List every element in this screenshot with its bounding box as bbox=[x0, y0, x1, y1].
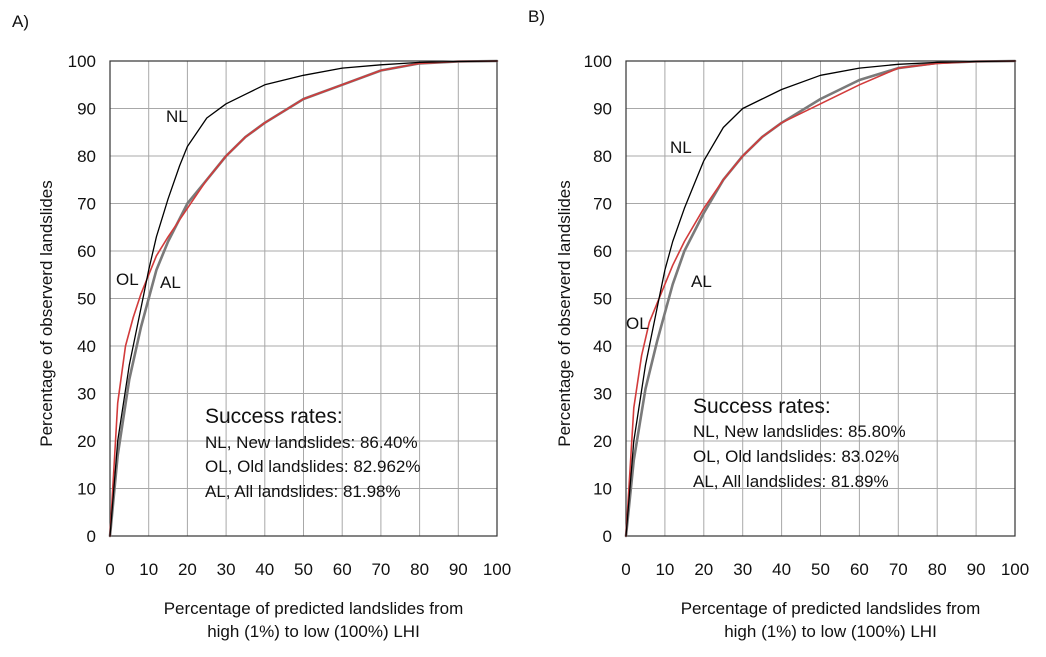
x-tick-label: 100 bbox=[1001, 560, 1029, 579]
curve-label-nl: NL bbox=[166, 107, 188, 126]
y-axis-title: Percentage of observerd landslides bbox=[37, 180, 56, 447]
y-tick-label: 30 bbox=[77, 385, 96, 404]
x-tick-label: 60 bbox=[850, 560, 869, 579]
x-tick-label: 0 bbox=[621, 560, 630, 579]
curve-label-ol: OL bbox=[626, 314, 649, 333]
y-tick-label: 0 bbox=[603, 527, 612, 546]
x-axis-title-line2: high (1%) to low (100%) LHI bbox=[724, 622, 937, 641]
y-tick-label: 90 bbox=[593, 100, 612, 119]
x-tick-label: 10 bbox=[655, 560, 674, 579]
legend-entry: AL, All landslides: 81.89% bbox=[693, 472, 889, 491]
plot-frame bbox=[109, 60, 498, 537]
curve-label-al: AL bbox=[691, 272, 712, 291]
legend-title: Success rates: bbox=[205, 405, 343, 428]
x-tick-label: 30 bbox=[733, 560, 752, 579]
curve-label-ol: OL bbox=[116, 270, 139, 289]
y-tick-label: 70 bbox=[593, 195, 612, 214]
legend-title: Success rates: bbox=[693, 395, 831, 418]
x-tick-label: 90 bbox=[967, 560, 986, 579]
y-tick-label: 50 bbox=[593, 290, 612, 309]
legend-entry: NL, New landslides: 86.40% bbox=[205, 433, 418, 452]
x-tick-label: 0 bbox=[105, 560, 114, 579]
y-tick-label: 0 bbox=[87, 527, 96, 546]
y-tick-label: 20 bbox=[77, 432, 96, 451]
x-tick-label: 80 bbox=[410, 560, 429, 579]
legend-entry: NL, New landslides: 85.80% bbox=[693, 422, 906, 441]
y-tick-label: 10 bbox=[77, 480, 96, 499]
x-tick-label: 10 bbox=[139, 560, 158, 579]
series-line-ol bbox=[625, 60, 1016, 537]
plot-frame bbox=[625, 60, 1016, 537]
x-axis-title-line1: Percentage of predicted landslides from bbox=[681, 599, 981, 618]
x-tick-label: 70 bbox=[889, 560, 908, 579]
legend-entry: OL, Old landslides: 83.02% bbox=[693, 447, 899, 466]
y-tick-label: 10 bbox=[593, 480, 612, 499]
x-tick-label: 30 bbox=[217, 560, 236, 579]
chart-panel-b: 0 10 20 30 40 50 60 70 80 90 100 0 10 20 30 40 50 60 70 80 9… bbox=[528, 7, 1029, 641]
panel-label: A) bbox=[12, 12, 29, 31]
series-line-nl bbox=[109, 60, 498, 537]
panel-label: B) bbox=[528, 7, 545, 26]
y-tick-label: 40 bbox=[593, 337, 612, 356]
x-tick-label: 40 bbox=[772, 560, 791, 579]
x-axis-title-line1: Percentage of predicted landslides from bbox=[164, 599, 464, 618]
y-tick-label: 60 bbox=[593, 242, 612, 261]
y-tick-label: 80 bbox=[77, 147, 96, 166]
x-tick-label: 70 bbox=[371, 560, 390, 579]
y-tick-label: 40 bbox=[77, 337, 96, 356]
x-tick-label: 80 bbox=[928, 560, 947, 579]
x-tick-label: 90 bbox=[449, 560, 468, 579]
y-axis-title: Percentage of observerd landslides bbox=[555, 180, 574, 447]
x-tick-label: 50 bbox=[811, 560, 830, 579]
y-tick-label: 60 bbox=[77, 242, 96, 261]
series-line-ol bbox=[109, 60, 498, 537]
x-axis-title-line2: high (1%) to low (100%) LHI bbox=[207, 622, 420, 641]
y-tick-label: 80 bbox=[593, 147, 612, 166]
y-tick-label: 90 bbox=[77, 100, 96, 119]
y-tick-label: 20 bbox=[593, 432, 612, 451]
x-tick-label: 20 bbox=[178, 560, 197, 579]
y-tick-label: 70 bbox=[77, 195, 96, 214]
y-tick-label: 100 bbox=[584, 52, 612, 71]
x-tick-label: 100 bbox=[483, 560, 511, 579]
x-tick-label: 40 bbox=[255, 560, 274, 579]
curve-label-al: AL bbox=[160, 273, 181, 292]
curve-label-nl: NL bbox=[670, 138, 692, 157]
y-tick-label: 50 bbox=[77, 290, 96, 309]
x-tick-label: 60 bbox=[333, 560, 352, 579]
x-tick-label: 50 bbox=[294, 560, 313, 579]
legend-entry: AL, All landslides: 81.98% bbox=[205, 482, 401, 501]
y-tick-label: 100 bbox=[68, 52, 96, 71]
chart-panel-a: 0 10 20 30 40 50 60 70 80 90 100 0 10 20 30 40 50 60 70 80 9… bbox=[12, 12, 511, 641]
y-tick-label: 30 bbox=[593, 385, 612, 404]
legend-entry: OL, Old landslides: 82.962% bbox=[205, 457, 420, 476]
x-tick-label: 20 bbox=[694, 560, 713, 579]
series-line-nl bbox=[625, 60, 1016, 537]
